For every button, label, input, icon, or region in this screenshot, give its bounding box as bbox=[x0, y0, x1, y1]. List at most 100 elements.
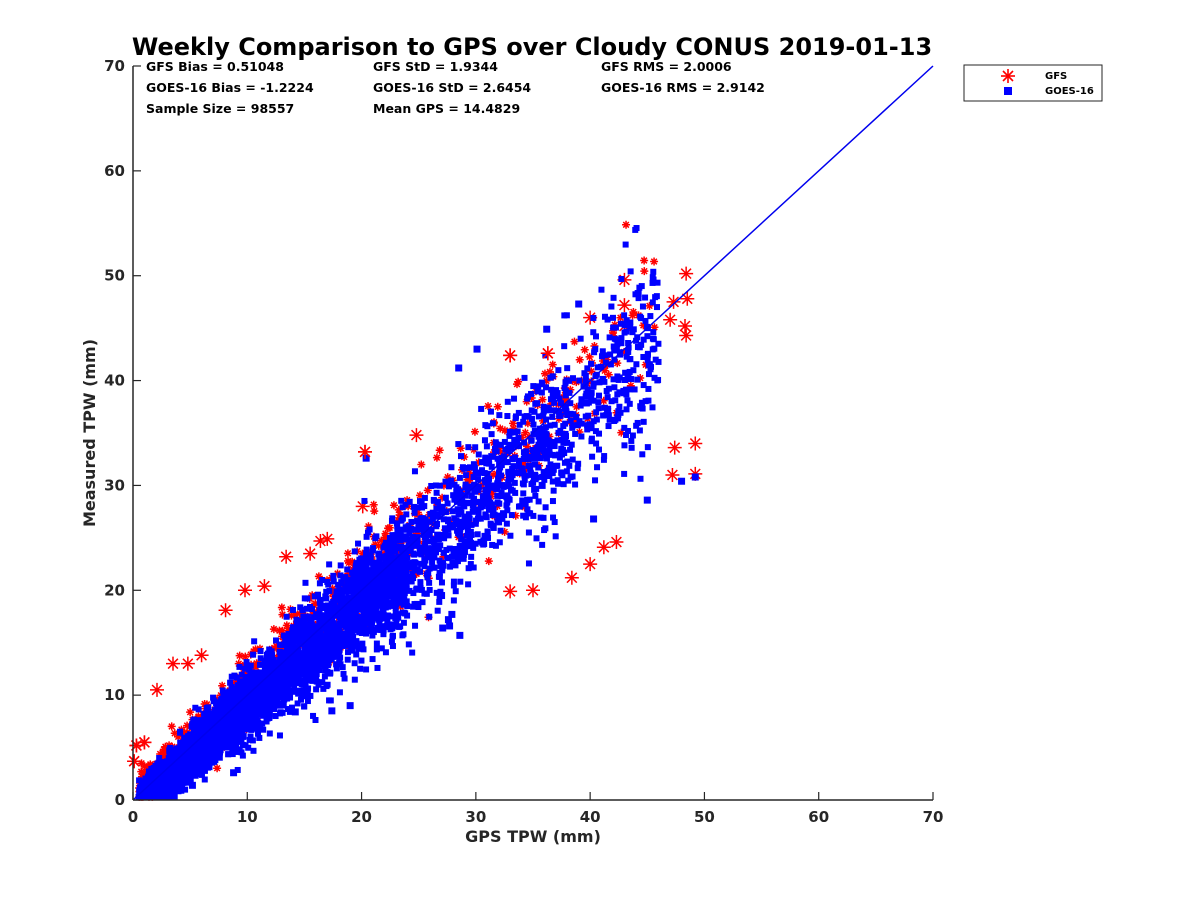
goes-point bbox=[509, 472, 516, 479]
goes-point bbox=[542, 504, 549, 511]
gfs-point bbox=[137, 759, 146, 768]
goes-point bbox=[457, 500, 464, 507]
goes-point bbox=[615, 411, 622, 418]
gfs-point bbox=[412, 569, 421, 578]
goes-point bbox=[640, 418, 647, 425]
goes-point bbox=[538, 379, 545, 386]
gfs-point bbox=[572, 378, 581, 387]
gfs-point bbox=[370, 507, 379, 516]
gfs-point bbox=[617, 272, 632, 287]
goes-point bbox=[650, 268, 657, 275]
goes-point bbox=[219, 687, 226, 694]
goes-point bbox=[564, 411, 571, 418]
goes-point bbox=[585, 412, 592, 419]
gfs-point bbox=[474, 458, 483, 467]
goes-point bbox=[350, 576, 357, 583]
gfs-point bbox=[234, 659, 243, 668]
goes-point bbox=[540, 469, 547, 476]
goes-point bbox=[276, 732, 283, 739]
goes-point bbox=[460, 555, 467, 562]
goes-point bbox=[399, 515, 406, 522]
goes-point bbox=[596, 392, 603, 399]
goes-point bbox=[523, 413, 530, 420]
gfs-point bbox=[423, 486, 432, 495]
gfs-point bbox=[295, 609, 304, 618]
gfs-point bbox=[287, 611, 296, 620]
goes-point bbox=[433, 489, 440, 496]
goes-point bbox=[394, 611, 401, 618]
goes-point bbox=[534, 388, 541, 395]
gfs-point bbox=[150, 682, 164, 697]
goes-point bbox=[361, 497, 368, 504]
goes-point bbox=[272, 713, 279, 720]
goes-point bbox=[461, 518, 468, 525]
goes-point bbox=[388, 638, 395, 645]
goes-point bbox=[309, 606, 316, 613]
goes-point bbox=[494, 485, 501, 492]
goes-point bbox=[507, 532, 514, 539]
goes-point bbox=[528, 390, 535, 397]
goes-point bbox=[567, 417, 574, 424]
goes-point bbox=[363, 533, 370, 540]
goes-point bbox=[471, 464, 478, 471]
goes-point bbox=[464, 488, 471, 495]
gfs-point bbox=[218, 603, 233, 618]
goes-point bbox=[426, 565, 433, 572]
goes-point bbox=[504, 507, 511, 514]
gfs-point bbox=[156, 749, 165, 758]
gfs-point bbox=[166, 656, 180, 671]
goes-point bbox=[601, 453, 608, 460]
goes-point bbox=[521, 439, 528, 446]
goes-point bbox=[457, 526, 464, 533]
goes-point bbox=[563, 407, 570, 414]
goes-point bbox=[463, 472, 470, 479]
goes-point bbox=[617, 320, 624, 327]
gfs-point bbox=[385, 523, 394, 532]
goes-point bbox=[429, 559, 436, 566]
goes-point bbox=[479, 493, 486, 500]
goes-point bbox=[459, 496, 466, 503]
goes-point bbox=[624, 348, 631, 355]
goes-point bbox=[503, 520, 510, 527]
goes-point bbox=[399, 554, 406, 561]
goes-point bbox=[220, 691, 227, 698]
goes-point bbox=[382, 601, 389, 608]
goes-point bbox=[623, 317, 630, 324]
goes-point bbox=[617, 351, 624, 358]
goes-point bbox=[353, 651, 360, 658]
goes-point bbox=[400, 601, 407, 608]
goes-point bbox=[637, 475, 644, 482]
goes-point bbox=[585, 399, 592, 406]
goes-point bbox=[379, 553, 386, 560]
goes-point bbox=[640, 382, 647, 389]
goes-point bbox=[535, 433, 542, 440]
goes-point bbox=[540, 408, 547, 415]
goes-point bbox=[556, 395, 563, 402]
gfs-point bbox=[395, 510, 404, 519]
goes-point bbox=[551, 519, 558, 526]
goes-point bbox=[238, 738, 245, 745]
gfs-point bbox=[249, 647, 258, 656]
gfs-point bbox=[517, 433, 526, 442]
goes-point bbox=[489, 420, 496, 427]
goes-point bbox=[148, 765, 155, 772]
goes-point bbox=[302, 579, 309, 586]
goes-point bbox=[618, 335, 625, 342]
goes-point bbox=[622, 241, 629, 248]
goes-point bbox=[436, 570, 443, 577]
goes-point bbox=[530, 450, 537, 457]
goes-point bbox=[249, 737, 256, 744]
goes-point bbox=[303, 668, 310, 675]
goes-point bbox=[389, 643, 396, 650]
gfs-point bbox=[435, 446, 444, 455]
gfs-point bbox=[213, 694, 222, 703]
goes-point bbox=[380, 631, 387, 638]
gfs-point bbox=[575, 428, 584, 437]
goes-point bbox=[650, 276, 657, 283]
gfs-point bbox=[417, 460, 426, 469]
gfs-point bbox=[235, 651, 244, 660]
goes-point bbox=[530, 479, 537, 486]
goes-point bbox=[572, 430, 579, 437]
goes-point bbox=[373, 640, 380, 647]
goes-point bbox=[625, 340, 632, 347]
